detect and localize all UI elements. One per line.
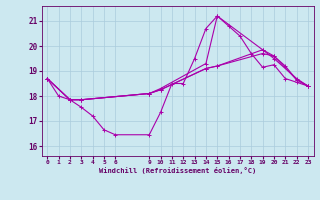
X-axis label: Windchill (Refroidissement éolien,°C): Windchill (Refroidissement éolien,°C) xyxy=(99,167,256,174)
